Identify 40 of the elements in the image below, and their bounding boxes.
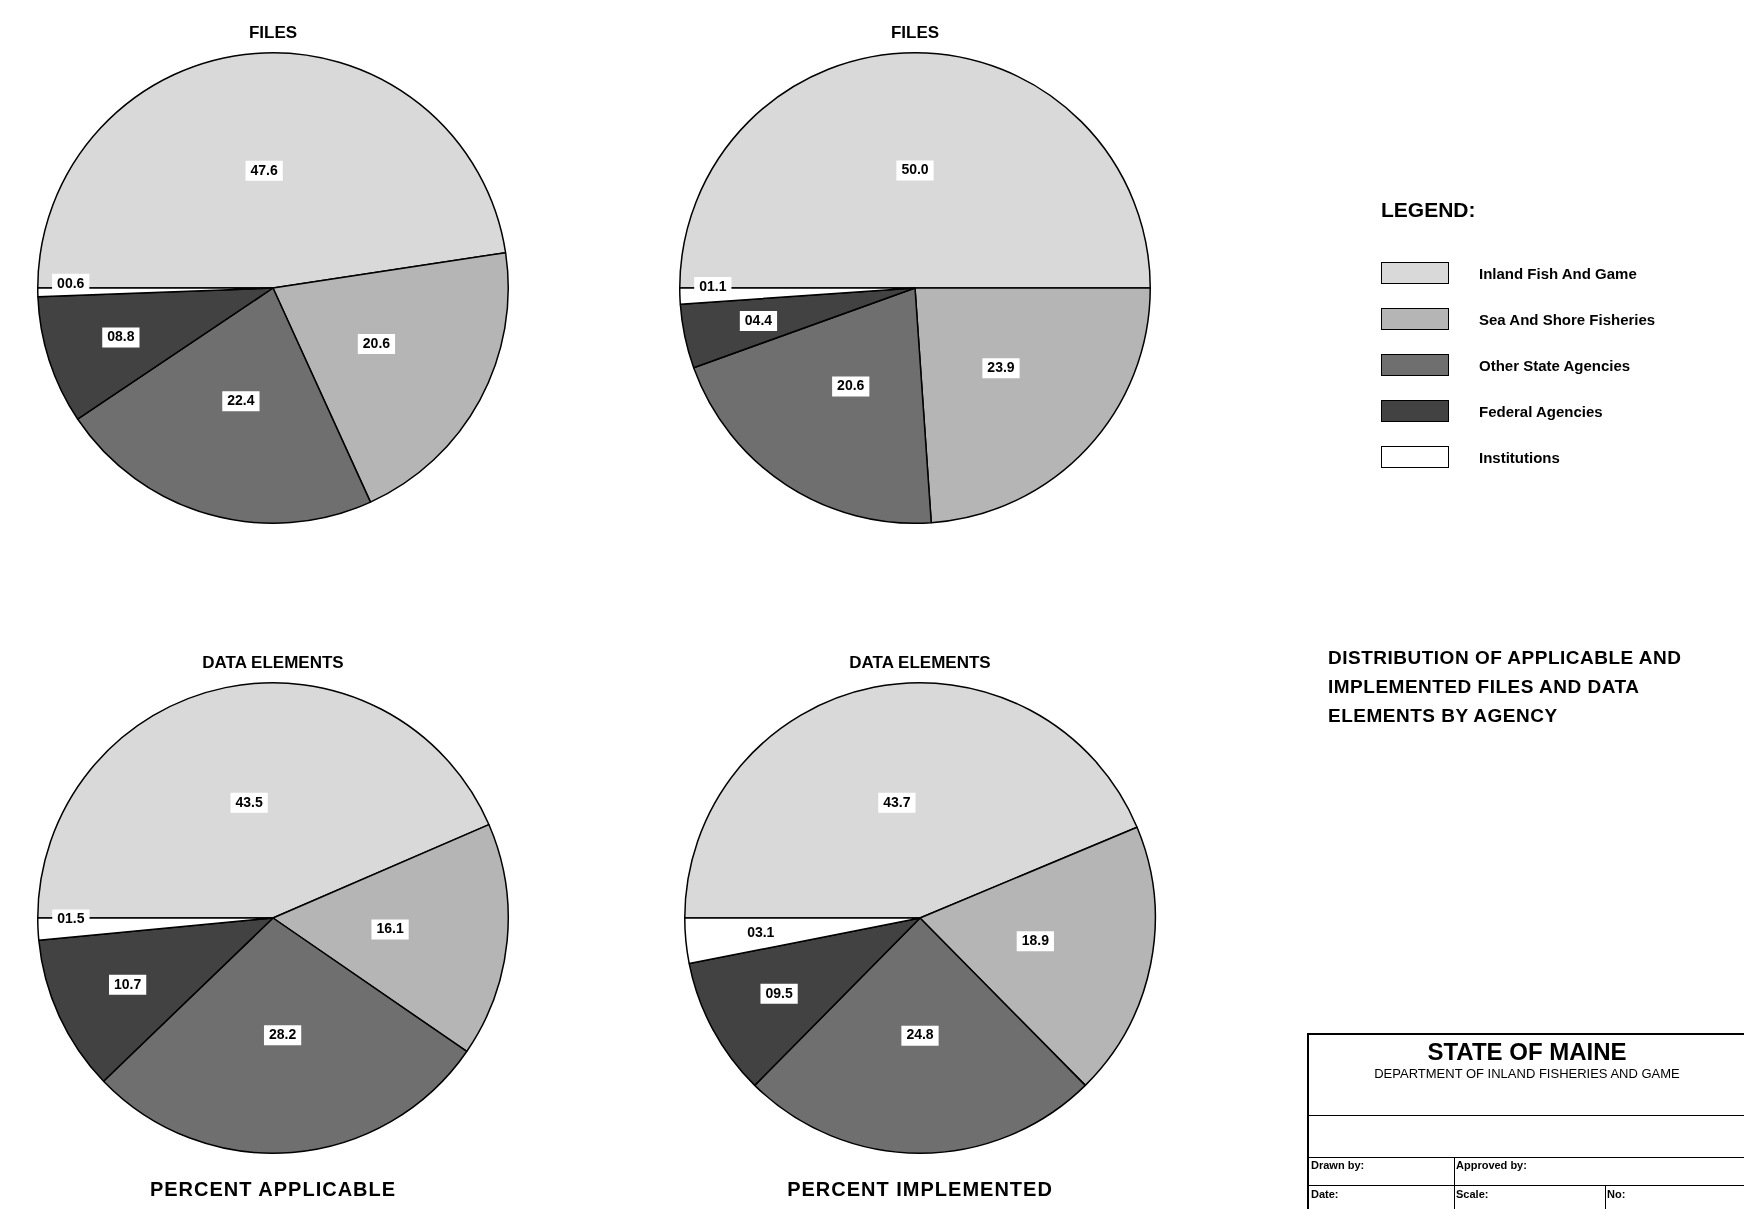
data-label: 43.5 xyxy=(235,793,263,810)
text: DEPARTMENT OF INLAND FISHERIES AND GAME xyxy=(1373,1066,1681,1081)
legend-label: Other State Agencies xyxy=(1479,356,1631,374)
chart-title: FILES xyxy=(889,22,941,44)
text: Date: xyxy=(1311,1188,1339,1200)
data-label: 03.1 xyxy=(747,924,775,941)
legend-label: Sea And Shore Fisheries xyxy=(1479,310,1656,328)
data-label: 20.6 xyxy=(362,334,391,351)
chart-title: FILES xyxy=(247,22,299,44)
data-label: 09.5 xyxy=(765,984,793,1001)
legend-title: LEGEND: xyxy=(1381,198,1477,222)
legend-label: Institutions xyxy=(1479,448,1560,466)
data-label: 22.4 xyxy=(227,392,255,409)
text: Scale: xyxy=(1456,1188,1489,1200)
text: DISTRIBUTION OF APPLICABLE AND IMPLEMENTED FILES AND DATA ELEMENTS BY AGENCY xyxy=(1328,646,1683,728)
data-label: 23.9 xyxy=(987,359,1015,376)
text: Approved by: xyxy=(1456,1159,1527,1171)
data-label: 00.6 xyxy=(57,274,85,291)
data-label: 24.8 xyxy=(906,1026,934,1043)
data-label: 01.1 xyxy=(699,277,727,294)
data-label: 50.0 xyxy=(901,161,929,178)
data-label: 28.2 xyxy=(268,1026,297,1043)
legend-label: Inland Fish And Game xyxy=(1479,264,1637,282)
chart-title: DATA ELEMENTS xyxy=(201,652,345,674)
data-label: 10.7 xyxy=(113,975,142,992)
chart-title: DATA ELEMENTS xyxy=(848,652,992,674)
data-label: 04.4 xyxy=(744,311,773,328)
text: PERCENT APPLICABLE xyxy=(148,1178,398,1201)
text: STATE OF MAINE xyxy=(1426,1038,1628,1066)
data-label: 01.5 xyxy=(57,910,85,927)
data-label: 08.8 xyxy=(107,328,135,345)
data-label: 43.7 xyxy=(883,793,911,810)
data-label: 16.1 xyxy=(376,920,404,937)
text: PERCENT IMPLEMENTED xyxy=(786,1178,1054,1201)
data-label: 20.6 xyxy=(837,377,865,394)
text: Drawn by: xyxy=(1311,1159,1365,1171)
data-label: 18.9 xyxy=(1021,931,1050,948)
text: No: xyxy=(1607,1188,1626,1200)
legend-label: Federal Agencies xyxy=(1479,402,1603,420)
data-label: 47.6 xyxy=(250,161,278,178)
